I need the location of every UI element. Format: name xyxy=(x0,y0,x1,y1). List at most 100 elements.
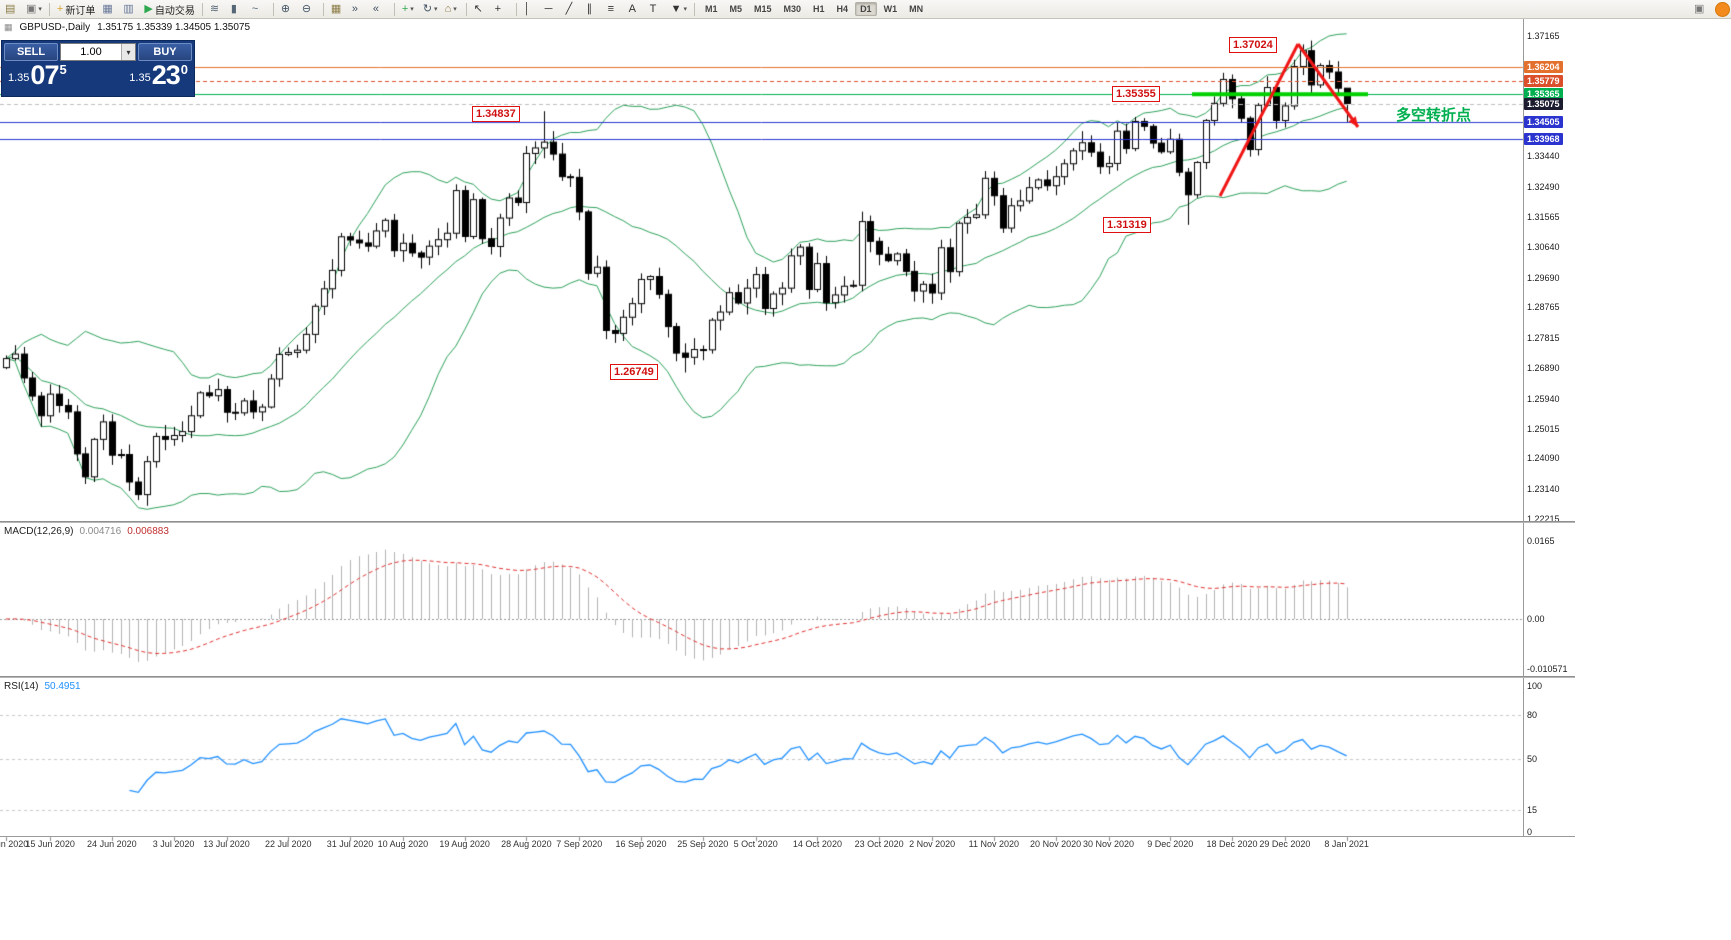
timeframe-group: M1 M5 M15 M30 H1 H4 D1 W1 MN xyxy=(699,2,929,16)
bars-chart-icon[interactable]: ≋ xyxy=(209,3,220,15)
vertical-line-icon[interactable]: │ xyxy=(523,3,531,15)
price-annotation[interactable]: 1.34837 xyxy=(472,106,520,122)
toolbar-separator xyxy=(515,2,517,16)
price-axis-label: 1.32490 xyxy=(1527,182,1560,193)
bid-price: 1.35 07 5 xyxy=(8,62,67,89)
timeframe-w1-button[interactable]: W1 xyxy=(883,4,898,14)
volume-dropdown-icon[interactable]: ▾ xyxy=(121,44,135,60)
toolbar-left-group: ▤ ▣ ▾ + 新订单 ▦ ▥ ▶ 自动交易 ≋ ▮ ~ ⊕ ⊖ ▦ » « + ▾ ↻ ▾ ⌂ ▾ ↖ + │ ─ ╱ ∥ ≡ A T ▼ ▾ xyxy=(2,0,698,18)
text-icon[interactable]: A xyxy=(628,3,636,15)
tile-windows-icon[interactable]: ▦ xyxy=(330,3,342,15)
time-axis-label: 3 Jul 2020 xyxy=(152,839,195,849)
price-annotation[interactable]: 1.35355 xyxy=(1112,86,1160,102)
equidistant-channel-icon[interactable]: ∥ xyxy=(586,3,593,15)
price-tag: 1.35365 xyxy=(1524,88,1563,101)
timeframe-d1-button[interactable]: D1 xyxy=(855,2,877,16)
new-order-button[interactable]: + 新订单 xyxy=(56,3,96,17)
time-axis-label: 7 Sep 2020 xyxy=(556,839,603,849)
price-axis-label: 1.25940 xyxy=(1527,393,1560,404)
toolbar-separator xyxy=(693,2,695,16)
price-annotation[interactable]: 1.37024 xyxy=(1229,37,1277,53)
timeframe-h1-button[interactable]: H1 xyxy=(813,4,825,14)
time-axis-border xyxy=(0,836,1575,837)
toolbar-separator xyxy=(322,2,324,16)
price-axis-label: 1.29690 xyxy=(1527,272,1560,283)
line-chart-icon[interactable]: ~ xyxy=(251,3,259,15)
volume-input[interactable] xyxy=(61,44,121,60)
ask-prefix: 1.35 xyxy=(129,72,151,84)
time-axis-label: 29 Dec 2020 xyxy=(1259,839,1311,849)
macd-signal-value: 0.006883 xyxy=(127,526,169,537)
horizontal-line-icon[interactable]: ─ xyxy=(544,3,553,15)
auto-scroll-icon[interactable]: » xyxy=(351,3,358,15)
macd-scale-label: 0.00 xyxy=(1527,614,1545,624)
price-axis-label: 1.24090 xyxy=(1527,453,1560,464)
rsi-panel[interactable] xyxy=(0,678,1523,836)
cursor-icon[interactable]: ↖ xyxy=(473,3,483,15)
timeframe-mn-button[interactable]: MN xyxy=(909,4,924,14)
trendline-icon[interactable]: ╱ xyxy=(565,3,573,15)
timeframe-m5-button[interactable]: M5 xyxy=(729,4,742,14)
market-watch-icon[interactable]: ▥ xyxy=(123,3,134,15)
zoom-in-icon[interactable]: ⊕ xyxy=(280,3,291,15)
ask-price: 1.35 23 0 xyxy=(129,62,188,89)
price-tag: 1.36204 xyxy=(1524,61,1563,74)
time-axis-label: 9 Dec 2020 xyxy=(1147,839,1194,849)
volume-box: ▾ xyxy=(60,43,136,61)
timeframe-m30-button[interactable]: M30 xyxy=(783,4,802,14)
main-chart-area[interactable] xyxy=(0,18,1523,521)
docking-icon[interactable]: ▣ xyxy=(1694,3,1705,15)
price-axis-label: 1.30640 xyxy=(1527,241,1560,252)
profiles-icon[interactable]: ▣ ▾ xyxy=(26,3,42,15)
price-annotation[interactable]: 1.26749 xyxy=(610,364,658,380)
arrows-icon[interactable]: ▼ ▾ xyxy=(670,3,687,15)
price-axis-label: 1.31565 xyxy=(1527,211,1560,222)
indicators-icon[interactable]: + ▾ xyxy=(401,3,414,15)
autotrading-button[interactable]: ▶ 自动交易 xyxy=(144,3,195,17)
fibonacci-icon[interactable]: ≡ xyxy=(607,3,614,15)
zoom-out-icon[interactable]: ⊖ xyxy=(301,3,312,15)
ohlc-values: 1.35175 1.35339 1.34505 1.35075 xyxy=(97,22,251,33)
time-axis-label: 31 Jul 2020 xyxy=(326,839,374,849)
crosshair-icon[interactable]: + xyxy=(494,3,501,15)
price-axis-label: 1.37165 xyxy=(1527,31,1560,41)
sell-button[interactable]: SELL xyxy=(4,43,58,61)
new-chart-icon[interactable]: ▤ xyxy=(5,3,16,15)
macd-panel[interactable] xyxy=(0,523,1523,676)
timeframe-h4-button[interactable]: H4 xyxy=(836,4,849,14)
price-axis-label: 1.23140 xyxy=(1527,484,1560,495)
text-label-icon[interactable]: T xyxy=(649,3,657,15)
candles-chart-icon[interactable]: ▮ xyxy=(230,3,237,15)
turning-point-label[interactable]: 多空转折点 xyxy=(1396,107,1472,124)
templates-icon[interactable]: ⌂ ▾ xyxy=(444,3,457,15)
macd-header: MACD(12,26,9) 0.004716 0.006883 xyxy=(4,526,169,537)
macd-panel-separator[interactable] xyxy=(0,521,1575,523)
toolbar-separator xyxy=(201,2,203,16)
price-tag: 1.35779 xyxy=(1524,74,1563,87)
price-tag: 1.34505 xyxy=(1524,115,1563,128)
time-axis-label: 8 Jun 2020 xyxy=(0,839,29,849)
rsi-panel-separator[interactable] xyxy=(0,676,1575,678)
time-axis-label: 20 Nov 2020 xyxy=(1030,839,1082,849)
buy-button[interactable]: BUY xyxy=(138,43,192,61)
chart-window-icon[interactable]: ▦ xyxy=(102,3,113,15)
price-axis-label: 1.25015 xyxy=(1527,423,1560,434)
time-axis-label: 28 Aug 2020 xyxy=(501,839,552,849)
timeframe-m15-button[interactable]: M15 xyxy=(754,4,772,14)
rsi-scale-label: 100 xyxy=(1527,681,1543,691)
timeframe-m1-button[interactable]: M1 xyxy=(704,4,718,14)
chart-shift-icon[interactable]: « xyxy=(372,3,379,15)
rsi-scale-label: 15 xyxy=(1527,805,1538,816)
notification-icon[interactable] xyxy=(1715,1,1730,17)
macd-scale-label: 0.0165 xyxy=(1527,536,1555,547)
toolbar-separator xyxy=(465,2,467,16)
periods-icon[interactable]: ↻ ▾ xyxy=(422,3,438,15)
price-axis-label: 1.27815 xyxy=(1527,333,1560,344)
time-axis-label: 5 Oct 2020 xyxy=(733,839,778,849)
price-annotation[interactable]: 1.31319 xyxy=(1103,217,1151,233)
time-axis-label: 23 Oct 2020 xyxy=(854,839,904,849)
time-axis-label: 18 Dec 2020 xyxy=(1206,839,1258,849)
time-axis-label: 2 Nov 2020 xyxy=(909,839,956,849)
